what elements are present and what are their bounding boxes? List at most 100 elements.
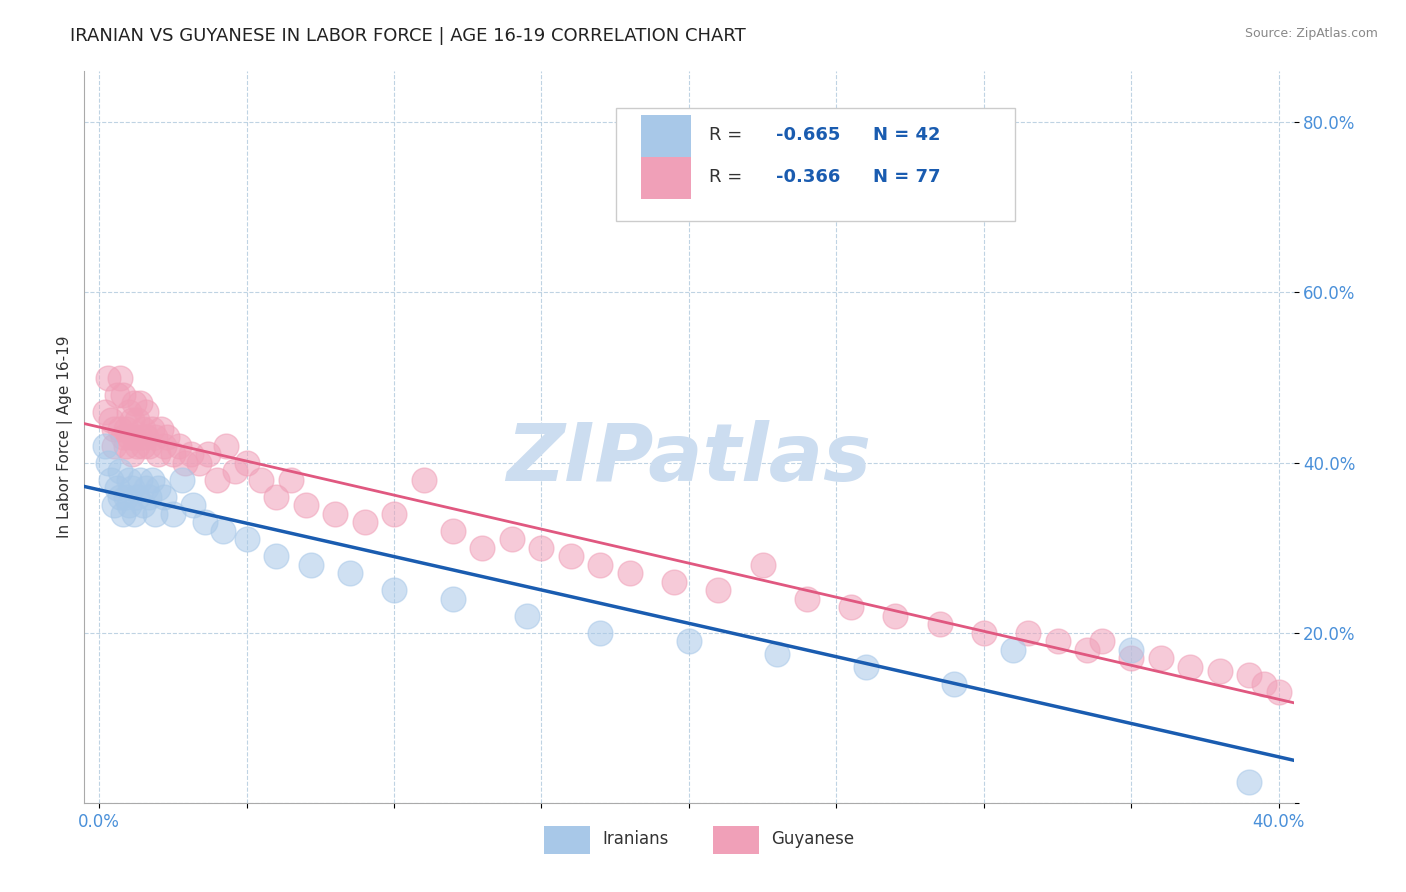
Point: [162, 507, 184, 521]
Point: [146, 447, 169, 461]
Point: [162, 447, 184, 461]
Point: [132, 498, 155, 512]
Point: [280, 473, 302, 487]
Point: [108, 464, 131, 478]
Point: [127, 490, 149, 504]
Text: R =: R =: [710, 126, 748, 144]
Point: [108, 370, 131, 384]
Point: [103, 439, 125, 453]
Point: [117, 430, 139, 444]
Text: -0.366: -0.366: [776, 168, 841, 186]
Point: [412, 473, 434, 487]
Point: [501, 532, 523, 546]
Text: Iranians: Iranians: [602, 830, 668, 848]
Point: [264, 549, 287, 563]
Point: [382, 507, 405, 521]
Point: [441, 591, 464, 606]
FancyBboxPatch shape: [616, 108, 1015, 221]
Point: [215, 439, 238, 453]
FancyBboxPatch shape: [641, 157, 692, 200]
FancyBboxPatch shape: [641, 115, 692, 158]
Point: [766, 647, 789, 661]
Point: [105, 387, 128, 401]
Point: [138, 439, 160, 453]
Point: [94, 404, 117, 418]
Point: [264, 490, 287, 504]
Point: [235, 456, 257, 470]
Point: [150, 421, 173, 435]
Point: [124, 507, 146, 521]
Point: [382, 583, 405, 598]
Point: [97, 370, 120, 384]
Point: [124, 396, 146, 410]
Point: [111, 387, 134, 401]
Point: [138, 490, 160, 504]
Point: [105, 481, 128, 495]
Point: [117, 498, 139, 512]
Point: [1180, 659, 1202, 673]
Point: [127, 413, 149, 427]
Point: [664, 574, 686, 589]
Point: [132, 439, 155, 453]
Point: [129, 396, 152, 410]
Point: [114, 421, 136, 435]
Text: IRANIAN VS GUYANESE IN LABOR FORCE | AGE 16-19 CORRELATION CHART: IRANIAN VS GUYANESE IN LABOR FORCE | AGE…: [70, 27, 747, 45]
Point: [121, 447, 143, 461]
Point: [212, 524, 235, 538]
Point: [530, 541, 553, 555]
Point: [301, 558, 323, 572]
Point: [884, 608, 907, 623]
Point: [250, 473, 273, 487]
Point: [97, 456, 120, 470]
Text: Source: ZipAtlas.com: Source: ZipAtlas.com: [1244, 27, 1378, 40]
Text: ZIPatlas: ZIPatlas: [506, 420, 872, 498]
Point: [117, 404, 139, 418]
Point: [114, 490, 136, 504]
Point: [121, 481, 143, 495]
Point: [1046, 634, 1069, 648]
FancyBboxPatch shape: [713, 826, 759, 854]
Point: [180, 447, 202, 461]
Point: [943, 677, 966, 691]
Point: [1268, 685, 1291, 699]
Point: [928, 617, 950, 632]
Point: [114, 439, 136, 453]
Point: [839, 600, 862, 615]
Point: [94, 439, 117, 453]
Point: [183, 498, 205, 512]
Point: [323, 507, 346, 521]
Text: -0.665: -0.665: [776, 126, 841, 144]
Point: [855, 659, 877, 673]
Point: [471, 541, 494, 555]
Point: [197, 447, 219, 461]
Point: [339, 566, 361, 581]
Point: [153, 490, 176, 504]
Point: [132, 421, 155, 435]
Point: [973, 625, 995, 640]
Point: [1121, 651, 1143, 665]
Point: [173, 456, 195, 470]
Point: [353, 515, 375, 529]
Point: [108, 421, 131, 435]
Point: [1121, 642, 1143, 657]
Point: [111, 507, 134, 521]
Point: [224, 464, 246, 478]
Point: [1239, 668, 1261, 682]
Point: [1017, 625, 1039, 640]
Point: [121, 413, 143, 427]
Text: N = 42: N = 42: [873, 126, 941, 144]
Point: [1076, 642, 1098, 657]
Point: [100, 473, 122, 487]
Point: [589, 558, 612, 572]
Point: [188, 456, 211, 470]
Point: [153, 439, 176, 453]
Point: [108, 490, 131, 504]
Point: [294, 498, 316, 512]
Point: [141, 421, 163, 435]
Point: [167, 439, 190, 453]
Point: [129, 430, 152, 444]
Point: [589, 625, 612, 640]
Point: [129, 473, 152, 487]
Point: [1239, 774, 1261, 789]
Point: [560, 549, 582, 563]
